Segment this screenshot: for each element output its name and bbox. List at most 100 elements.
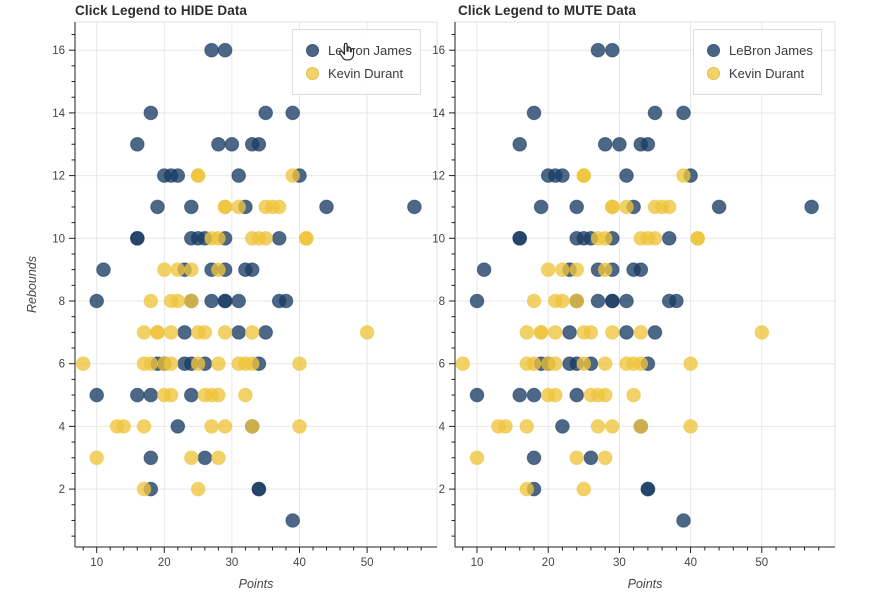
legend-label-lebron: LeBron James xyxy=(729,43,813,58)
data-point xyxy=(605,293,620,309)
data-point xyxy=(204,42,219,58)
data-point xyxy=(190,481,206,497)
y-tick-label: 14 xyxy=(52,108,65,120)
data-point xyxy=(633,325,649,340)
x-axis-title: Points xyxy=(239,577,274,591)
data-point xyxy=(597,262,613,278)
data-point xyxy=(184,262,199,278)
data-point xyxy=(519,481,535,497)
data-point xyxy=(271,231,287,246)
plot-title-hide: Click Legend to HIDE Data xyxy=(75,3,248,18)
data-point xyxy=(569,199,585,215)
data-point xyxy=(605,325,620,340)
x-axis-title: Points xyxy=(628,577,663,591)
lebron-swatch-icon xyxy=(306,44,319,57)
data-point xyxy=(619,325,634,340)
data-point xyxy=(754,325,770,340)
x-tick-label: 20 xyxy=(158,557,171,569)
y-tick-label: 2 xyxy=(439,484,445,496)
data-point xyxy=(116,419,131,434)
x-tick-label: 40 xyxy=(293,557,306,569)
x-tick-label: 30 xyxy=(613,557,626,569)
data-point xyxy=(498,419,513,434)
data-point xyxy=(157,262,172,278)
data-point xyxy=(211,356,226,372)
data-point xyxy=(597,387,613,403)
data-point xyxy=(619,168,634,183)
data-point xyxy=(469,450,485,466)
plot-outline xyxy=(74,21,438,548)
data-point xyxy=(804,199,819,215)
data-point xyxy=(238,387,253,403)
data-point xyxy=(150,199,165,215)
data-point xyxy=(184,293,199,309)
data-point xyxy=(633,262,649,278)
durant-swatch-icon xyxy=(306,67,319,80)
data-point xyxy=(89,387,104,403)
data-point xyxy=(96,262,111,278)
y-tick-label: 16 xyxy=(432,45,445,57)
series-lebron-james xyxy=(89,42,422,528)
data-point xyxy=(690,231,706,246)
data-point xyxy=(619,199,634,215)
data-point xyxy=(519,419,535,434)
data-point xyxy=(143,293,159,309)
series-kevin-durant xyxy=(75,168,375,497)
x-tick-label: 50 xyxy=(361,557,374,569)
data-point xyxy=(576,168,592,183)
data-point xyxy=(469,387,485,403)
data-point xyxy=(519,325,535,340)
data-point xyxy=(455,356,471,372)
plot-outline xyxy=(454,21,836,548)
y-tick-label: 12 xyxy=(432,171,445,183)
data-point xyxy=(359,325,375,340)
legend-hide-plot: LeBron James Kevin Durant xyxy=(292,29,421,95)
data-point xyxy=(597,231,613,246)
data-point xyxy=(555,419,570,434)
y-tick-label: 16 xyxy=(52,45,65,57)
x-tick-label: 50 xyxy=(755,557,768,569)
data-point xyxy=(75,356,91,372)
data-point xyxy=(211,137,226,152)
data-point xyxy=(661,231,677,246)
data-point xyxy=(319,199,334,215)
data-point xyxy=(89,293,104,309)
data-point xyxy=(633,356,649,372)
data-point xyxy=(676,105,691,121)
data-point xyxy=(569,387,585,403)
data-point xyxy=(669,293,684,309)
y-tick-label: 12 xyxy=(52,171,65,183)
axes: 10 20 30 40 50 2 4 6 8 10 12 14 16 xyxy=(52,22,437,569)
data-point xyxy=(676,168,691,183)
data-point xyxy=(244,262,260,278)
data-point xyxy=(512,231,528,246)
data-point xyxy=(605,42,620,58)
data-point xyxy=(244,325,260,340)
data-point xyxy=(626,387,641,403)
data-point xyxy=(619,293,634,309)
data-point xyxy=(285,105,301,121)
data-point xyxy=(526,450,542,466)
legend-item-lebron[interactable]: LeBron James xyxy=(306,39,420,62)
data-point xyxy=(683,419,698,434)
data-point xyxy=(583,450,599,466)
data-point xyxy=(285,168,301,183)
data-point xyxy=(683,356,698,372)
legend-item-durant[interactable]: Kevin Durant xyxy=(707,62,821,85)
data-point xyxy=(562,325,577,340)
series-kevin-durant xyxy=(455,168,770,497)
x-tick-label: 40 xyxy=(684,557,697,569)
legend-item-durant[interactable]: Kevin Durant xyxy=(306,62,420,85)
data-point xyxy=(285,513,301,528)
x-tick-label: 20 xyxy=(542,557,555,569)
data-point xyxy=(163,387,179,403)
data-point xyxy=(217,42,233,58)
x-tick-label: 10 xyxy=(90,557,103,569)
data-point xyxy=(597,450,613,466)
figure-1: 10 20 30 40 50 2 4 6 8 10 12 14 16 Points xyxy=(432,21,836,591)
data-point xyxy=(217,199,233,215)
axes: 10 20 30 40 50 2 4 6 8 10 12 14 16 xyxy=(432,22,835,569)
data-point xyxy=(130,231,145,246)
data-point xyxy=(224,137,240,152)
legend-item-lebron[interactable]: LeBron James xyxy=(707,39,821,62)
